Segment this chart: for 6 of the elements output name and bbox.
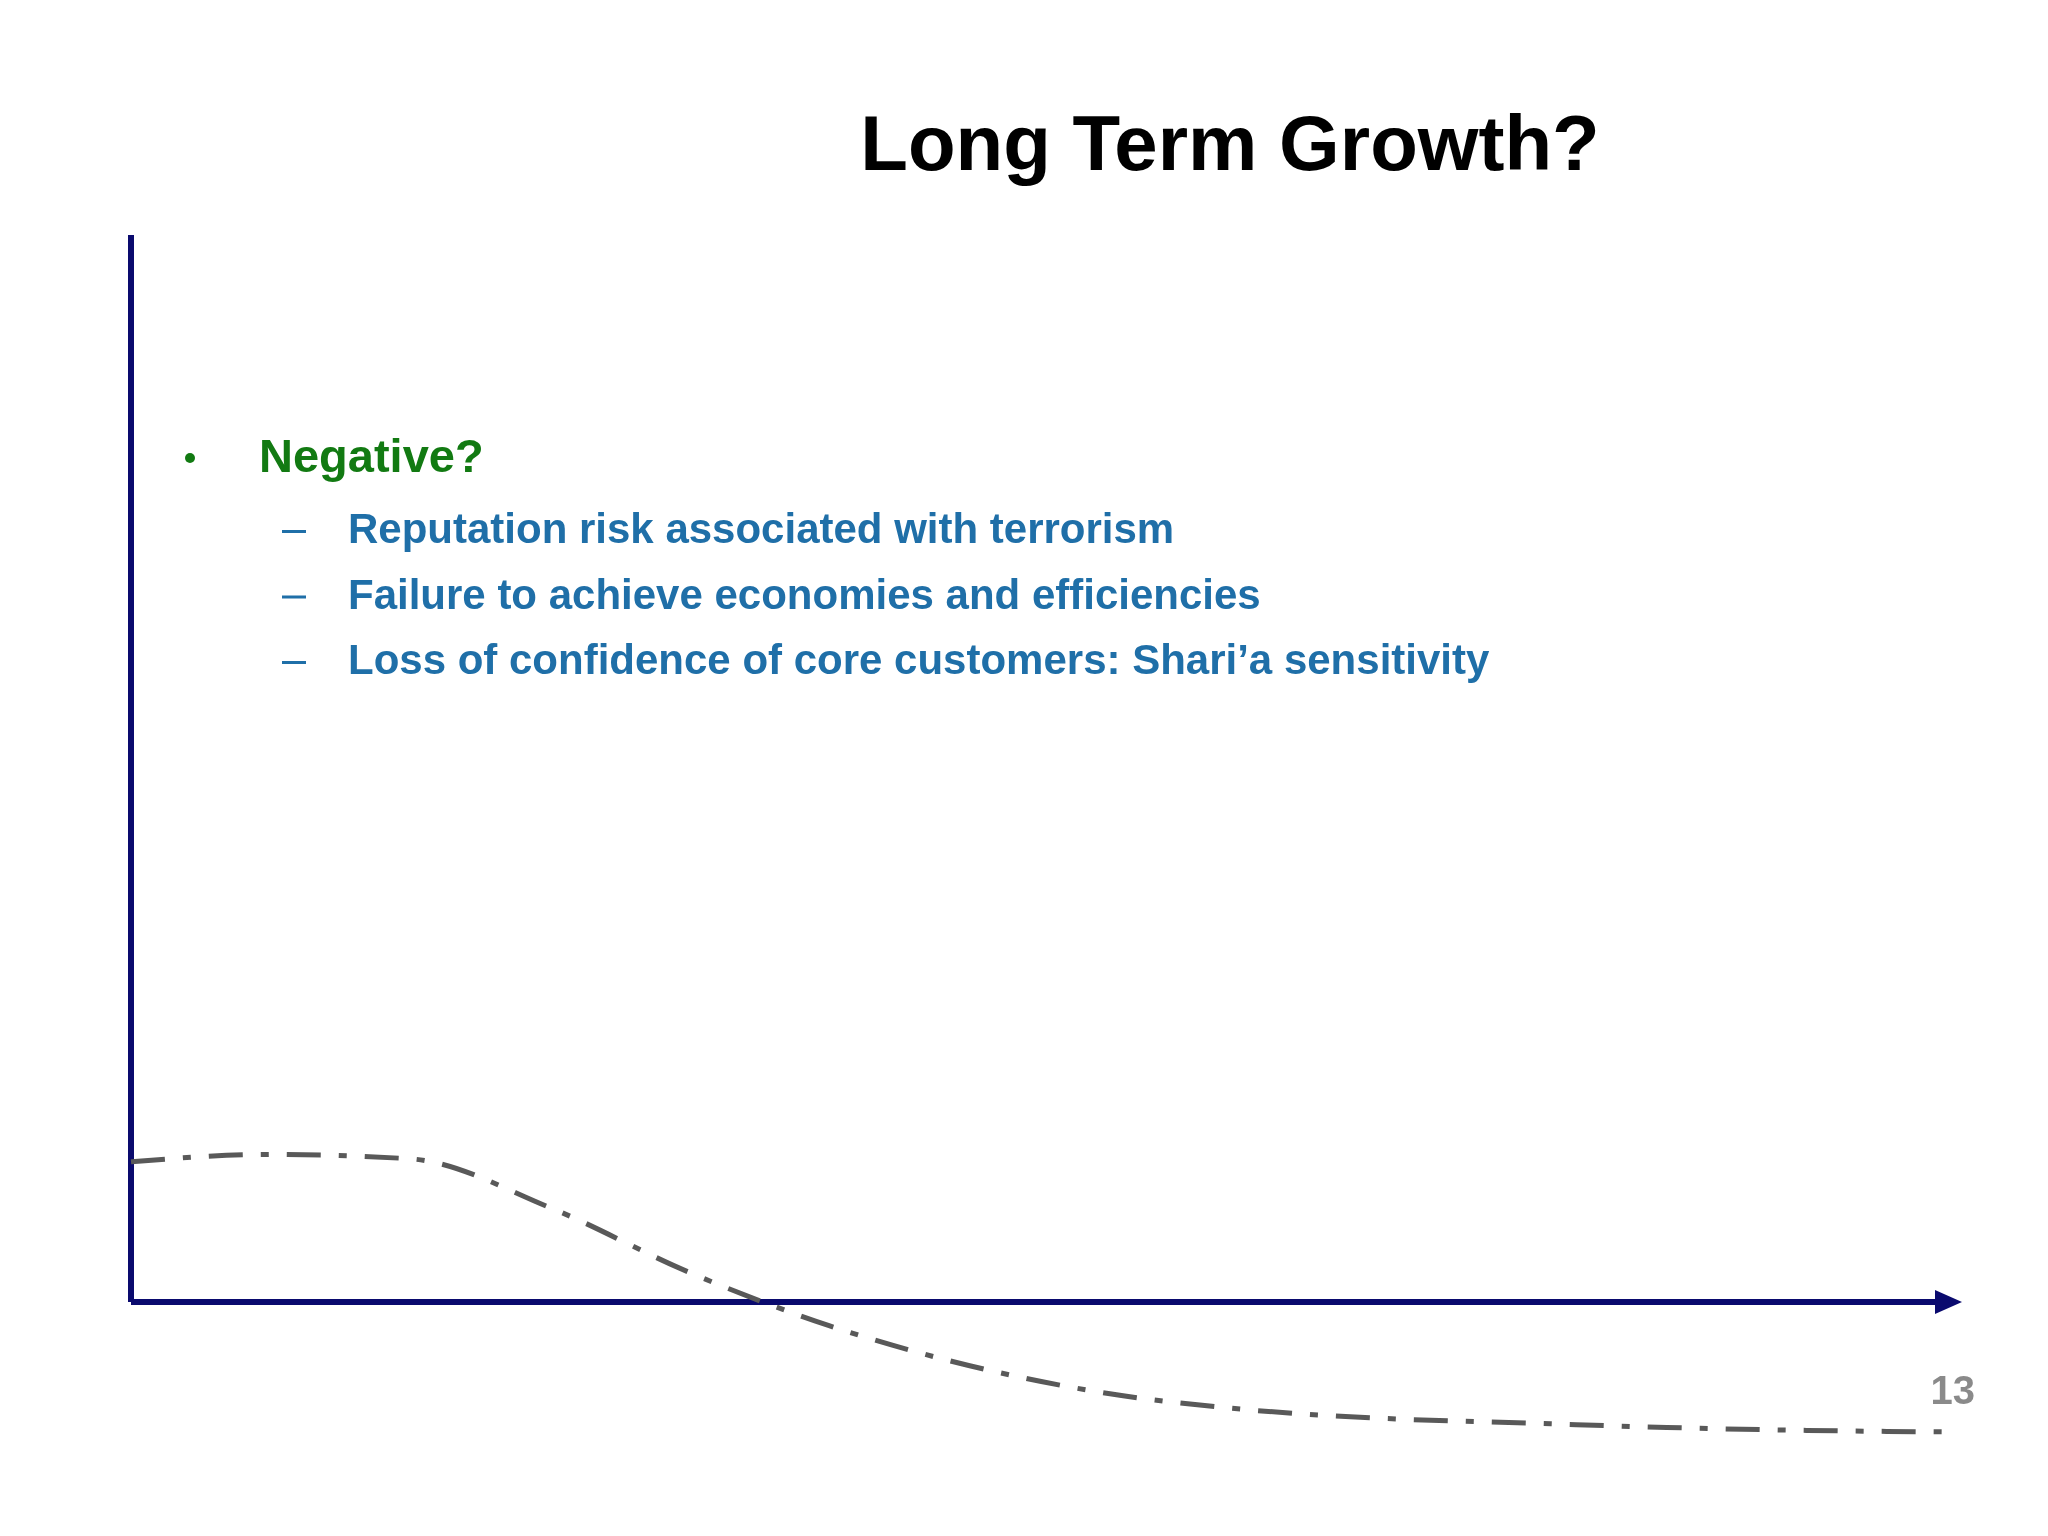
annotation: 13 <box>1930 1368 1975 1412</box>
text: Loss of confidence of core customers: Shari’a sensitivity <box>348 636 1490 683</box>
text: Reputation risk associated with terrorism <box>348 505 1175 552</box>
text: Negative? <box>259 429 484 482</box>
text: Failure to achieve economies and efficiencies <box>348 570 1261 618</box>
chart-title: Long Term Growth? <box>860 99 1600 187</box>
